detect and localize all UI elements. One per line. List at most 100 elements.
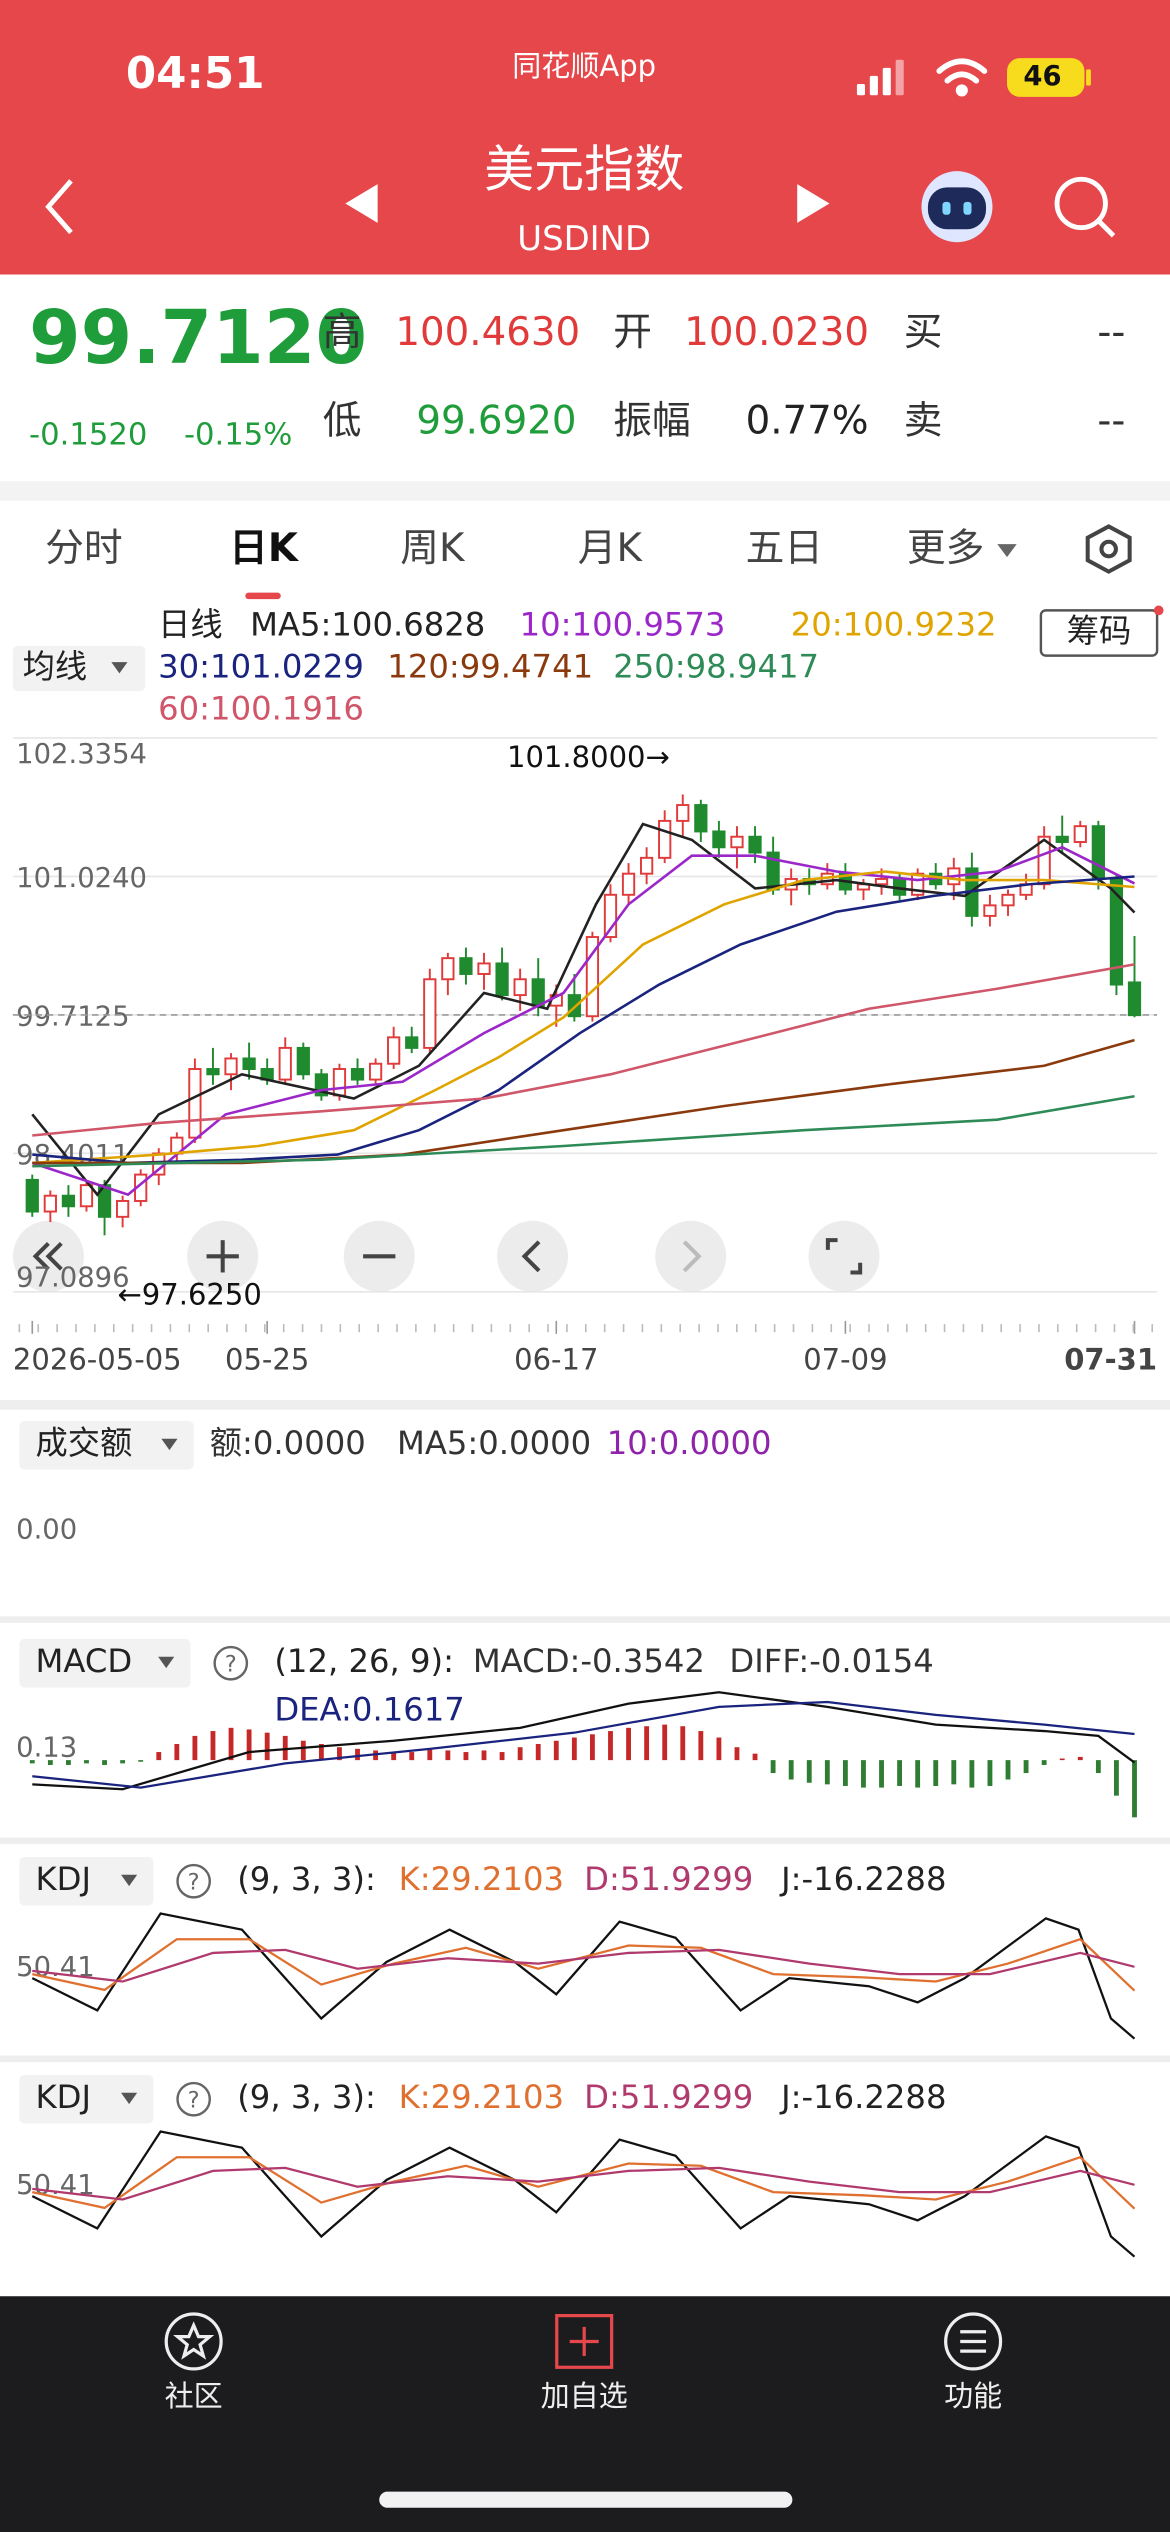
ma-selector[interactable]: 均线: [23, 648, 88, 686]
dropdown-arrow: [997, 544, 1017, 558]
candle-body: [224, 1057, 238, 1076]
quote-label: 低: [323, 399, 362, 444]
chips-button-bg[interactable]: [1039, 609, 1159, 657]
quote-label: 开: [613, 310, 652, 355]
prev-button[interactable]: [345, 184, 378, 223]
nav-item[interactable]: 加自选: [541, 2379, 628, 2413]
robot-icon[interactable]: [921, 171, 993, 243]
ma-selector-bg[interactable]: [12, 645, 146, 692]
kdj-legend: K:29.2103: [399, 1860, 564, 1898]
macd-selector-bg[interactable]: [19, 1639, 191, 1688]
nav-item[interactable]: 社区: [165, 2379, 223, 2413]
dropdown-arrow: [111, 662, 128, 674]
macd-legend: DIFF:-0.0154: [729, 1642, 933, 1680]
help-icon[interactable]: [176, 1863, 212, 1899]
macd-bar: [644, 1726, 650, 1761]
candle-body: [1091, 825, 1105, 880]
instrument-code: USDIND: [517, 219, 651, 258]
help-icon[interactable]: [213, 1645, 249, 1681]
chips-button[interactable]: 筹码: [1067, 612, 1132, 650]
candle-body: [911, 872, 925, 896]
kdj-legend: K:29.2103: [399, 2078, 564, 2116]
macd-bar: [65, 1760, 71, 1765]
indicator-line: [32, 1691, 1136, 1791]
indicator-line: [32, 2166, 1135, 2201]
macd-bar: [824, 1760, 830, 1785]
tab[interactable]: 分时: [45, 526, 122, 571]
x-tick-label: 2026-05-05: [13, 1342, 182, 1376]
candle-body: [332, 1068, 347, 1097]
macd-selector[interactable]: MACD: [36, 1642, 133, 1680]
next-button[interactable]: [797, 184, 830, 223]
candle-body: [350, 1068, 365, 1081]
tab[interactable]: 月K: [578, 526, 644, 571]
help-icon[interactable]: [176, 2081, 212, 2117]
kdj-selector[interactable]: KDJ: [36, 2078, 92, 2116]
macd-bar: [680, 1726, 686, 1761]
macd-bar: [481, 1750, 487, 1761]
ma-legend: 10:100.9573: [520, 606, 726, 644]
volume-selector-bg[interactable]: [19, 1421, 194, 1470]
indicator-line: [32, 1095, 1135, 1168]
indicator-params: (12, 26, 9):: [274, 1642, 454, 1680]
macd-bar: [915, 1760, 921, 1788]
volume-selector[interactable]: 成交额: [36, 1424, 133, 1462]
candle-body: [585, 936, 600, 1018]
page-title: 美元指数: [484, 140, 684, 198]
indicator-line: [32, 2155, 1136, 2210]
quote-label: 振幅: [613, 399, 690, 444]
search-icon[interactable]: [1054, 176, 1116, 238]
macd-bar: [300, 1740, 306, 1761]
macd-bar: [897, 1760, 903, 1786]
macd-bar: [318, 1743, 324, 1761]
kdj-legend: D:51.9299: [584, 1860, 753, 1898]
macd-bar: [752, 1753, 758, 1761]
macd-bar: [716, 1737, 722, 1761]
battery-icon: [1007, 58, 1085, 97]
macd-bar: [1114, 1760, 1119, 1796]
indicator-line: [31, 822, 1136, 1197]
tab[interactable]: 五日: [746, 526, 823, 571]
macd-bar: [1023, 1760, 1029, 1774]
macd-bar: [734, 1747, 740, 1761]
quote-value: 100.0230: [684, 310, 869, 355]
tab[interactable]: 日K: [229, 526, 300, 571]
macd-bar: [626, 1727, 631, 1761]
macd-bar: [517, 1747, 523, 1761]
kdj-legend: J:-16.2288: [779, 2078, 946, 2116]
indicator-line: [31, 2130, 1136, 2258]
quote-value: 100.4630: [395, 310, 580, 355]
y-tick-label: 102.3354: [16, 739, 147, 770]
tab[interactable]: 周K: [400, 526, 466, 571]
macd-bar: [1095, 1760, 1101, 1774]
settings-icon[interactable]: [1085, 524, 1132, 574]
macd-bar: [391, 1752, 397, 1761]
candle-body: [1073, 825, 1087, 843]
nav-item[interactable]: 功能: [944, 2379, 1002, 2413]
macd-bar: [1132, 1760, 1137, 1818]
macd-bar: [210, 1731, 216, 1761]
candle-body: [278, 1046, 292, 1081]
quote-label: 高: [323, 310, 362, 355]
status-time: 04:51: [126, 49, 265, 99]
candle-body: [513, 978, 527, 997]
kdj-selector[interactable]: KDJ: [36, 1860, 92, 1898]
macd-bar: [156, 1752, 162, 1761]
macd-legend: MACD:-0.3542: [473, 1642, 705, 1680]
price-annotation: 101.8000→: [507, 740, 670, 774]
macd-bar: [499, 1752, 505, 1761]
back-button[interactable]: [45, 179, 73, 235]
macd-bar: [174, 1743, 180, 1761]
candle-body: [748, 835, 762, 854]
kdj-selector-bg[interactable]: [19, 2075, 154, 2124]
macd-bar: [282, 1735, 288, 1761]
macd-bar: [228, 1727, 234, 1761]
kdj-legend: D:51.9299: [584, 2078, 753, 2116]
y-tick-label: 99.7125: [16, 1002, 129, 1033]
y-tick-label: 101.0240: [16, 863, 147, 894]
tab[interactable]: 更多: [907, 526, 984, 571]
macd-bar: [1041, 1760, 1047, 1765]
macd-bar: [806, 1760, 812, 1783]
macd-bar: [1077, 1756, 1083, 1761]
kdj-selector-bg[interactable]: [19, 1857, 154, 1906]
